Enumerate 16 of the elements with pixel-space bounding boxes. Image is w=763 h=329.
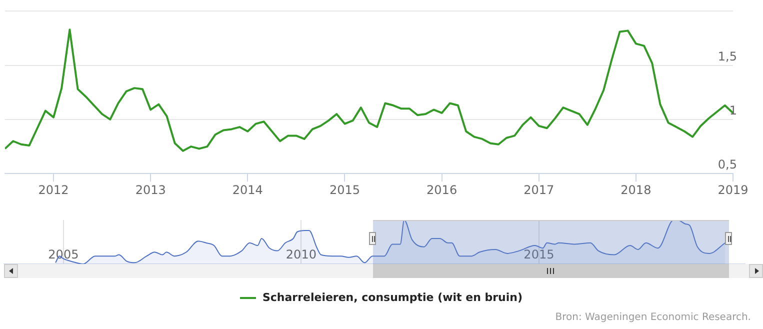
x-tick-label: 2015 bbox=[329, 182, 360, 197]
legend-label: Scharreleieren, consumptie (wit en bruin) bbox=[261, 291, 523, 304]
x-tick-label: 2017 bbox=[524, 182, 554, 197]
y-tick-label: 1,5 bbox=[718, 49, 737, 64]
x-tick-label: 2014 bbox=[232, 182, 263, 197]
x-tick-label: 2013 bbox=[135, 182, 166, 197]
y-tick-label: 0,5 bbox=[718, 158, 737, 172]
x-tick-label: 2005 bbox=[48, 247, 79, 262]
x-tick-label: 2019 bbox=[718, 182, 748, 197]
x-tick-label: 2016 bbox=[426, 182, 458, 197]
x-tick-label: 2018 bbox=[620, 182, 652, 197]
x-tick-label: 2010 bbox=[286, 247, 316, 262]
text: Bron: Wageningen Economic Research. bbox=[555, 312, 751, 323]
x-tick-label: 2012 bbox=[38, 182, 69, 197]
y-tick-label: 1 bbox=[729, 104, 737, 118]
x-tick-label: 2015 bbox=[524, 247, 554, 262]
